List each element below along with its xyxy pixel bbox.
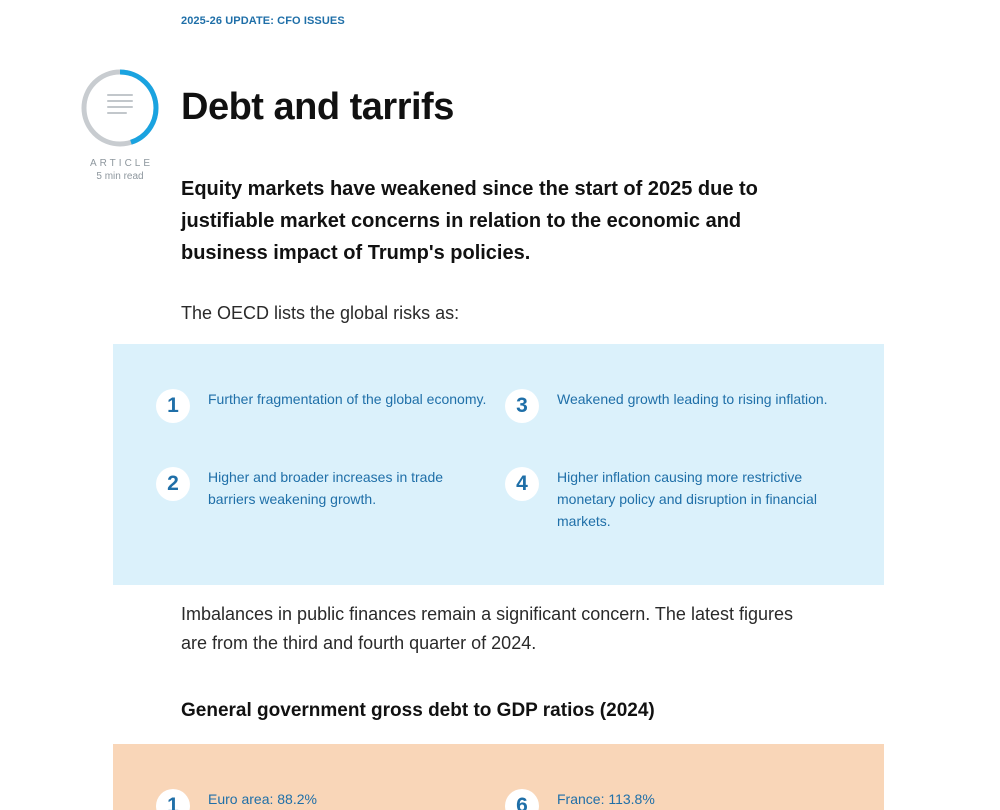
progress-ring-graphic bbox=[81, 69, 159, 147]
risk-item-4: 4 Higher inflation causing more restrict… bbox=[505, 467, 837, 532]
risk-item-1: 1 Further fragmentation of the global ec… bbox=[156, 389, 488, 423]
reading-progress-ring bbox=[80, 68, 160, 148]
risk-text-3: Weakened growth leading to rising inflat… bbox=[557, 391, 828, 407]
debt-number-1: 1 bbox=[156, 789, 190, 810]
debt-item-6: 6 France: 113.8% bbox=[505, 789, 837, 810]
read-time: 5 min read bbox=[96, 171, 144, 182]
section-subheading: General government gross debt to GDP rat… bbox=[181, 700, 655, 721]
debt-ratio-panel: 1 Euro area: 88.2% 6 France: 113.8% bbox=[113, 744, 884, 810]
page-title: Debt and tarrifs bbox=[181, 86, 454, 128]
risk-text-1: Further fragmentation of the global econ… bbox=[208, 391, 487, 407]
document-icon bbox=[107, 94, 133, 120]
body-paragraph: Imbalances in public finances remain a s… bbox=[181, 604, 793, 653]
risk-number-4: 4 bbox=[505, 467, 539, 501]
debt-item-1: 1 Euro area: 88.2% bbox=[156, 789, 488, 810]
risk-number-1: 1 bbox=[156, 389, 190, 423]
debt-text-1: Euro area: 88.2% bbox=[208, 791, 317, 807]
risk-text-4: Higher inflation causing more restrictiv… bbox=[557, 469, 817, 529]
debt-text-6: France: 113.8% bbox=[557, 791, 655, 807]
risk-item-2: 2 Higher and broader increases in trade … bbox=[156, 467, 488, 510]
risk-number-2: 2 bbox=[156, 467, 190, 501]
article-badge: ARTICLE 5 min read bbox=[80, 68, 160, 182]
section-kicker: 2025-26 UPDATE: CFO ISSUES bbox=[181, 15, 345, 27]
risk-text-2: Higher and broader increases in trade ba… bbox=[208, 469, 444, 507]
risk-number-3: 3 bbox=[505, 389, 539, 423]
risk-list-panel: 1 Further fragmentation of the global ec… bbox=[113, 344, 884, 585]
lead-paragraph: Equity markets have weakened since the s… bbox=[181, 178, 758, 264]
risk-item-3: 3 Weakened growth leading to rising infl… bbox=[505, 389, 837, 423]
debt-number-6: 6 bbox=[505, 789, 539, 810]
article-type-label: ARTICLE bbox=[89, 158, 154, 169]
intro-text: The OECD lists the global risks as: bbox=[181, 303, 460, 323]
